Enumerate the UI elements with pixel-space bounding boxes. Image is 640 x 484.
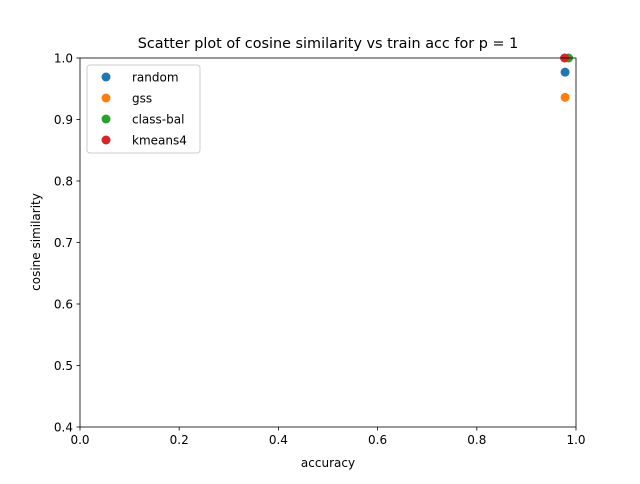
- legend-frame: [86, 64, 201, 154]
- x-tick-label: 0.4: [269, 433, 288, 447]
- legend-label-kmeans4: kmeans4: [132, 133, 187, 147]
- x-tick-label: 0.0: [70, 433, 89, 447]
- y-tick-label: 0.7: [54, 236, 73, 250]
- point-random: [560, 67, 570, 77]
- legend-label-class-bal: class-bal: [132, 112, 184, 126]
- y-tick-label: 1.0: [54, 51, 73, 65]
- y-tick-label: 0.5: [54, 359, 73, 373]
- legend-marker-gss: [101, 93, 111, 103]
- x-tick-label: 0.2: [170, 433, 189, 447]
- x-axis-label: accuracy: [301, 456, 355, 470]
- x-tick-label: 0.8: [467, 433, 486, 447]
- legend-marker-kmeans4: [101, 135, 111, 145]
- y-tick-label: 0.8: [54, 174, 73, 188]
- x-axis-ticks: 0.0 0.2 0.4 0.6 0.8 1.0: [70, 427, 586, 447]
- legend-label-random: random: [132, 70, 179, 84]
- legend-marker-random: [101, 72, 111, 82]
- y-axis-ticks: 0.4 0.5 0.6 0.7 0.8 0.9 1.0: [54, 51, 80, 434]
- chart-title: Scatter plot of cosine similarity vs tra…: [138, 36, 519, 52]
- y-axis-label: cosine similarity: [29, 193, 43, 291]
- y-tick-label: 0.9: [54, 113, 73, 127]
- y-tick-label: 0.4: [54, 420, 73, 434]
- y-tick-label: 0.6: [54, 297, 73, 311]
- legend-marker-class-bal: [101, 114, 111, 124]
- x-tick-label: 0.6: [368, 433, 387, 447]
- point-gss: [560, 92, 570, 102]
- legend-label-gss: gss: [132, 91, 152, 105]
- legend: random gss class-bal kmeans4: [86, 64, 201, 154]
- x-tick-label: 1.0: [566, 433, 585, 447]
